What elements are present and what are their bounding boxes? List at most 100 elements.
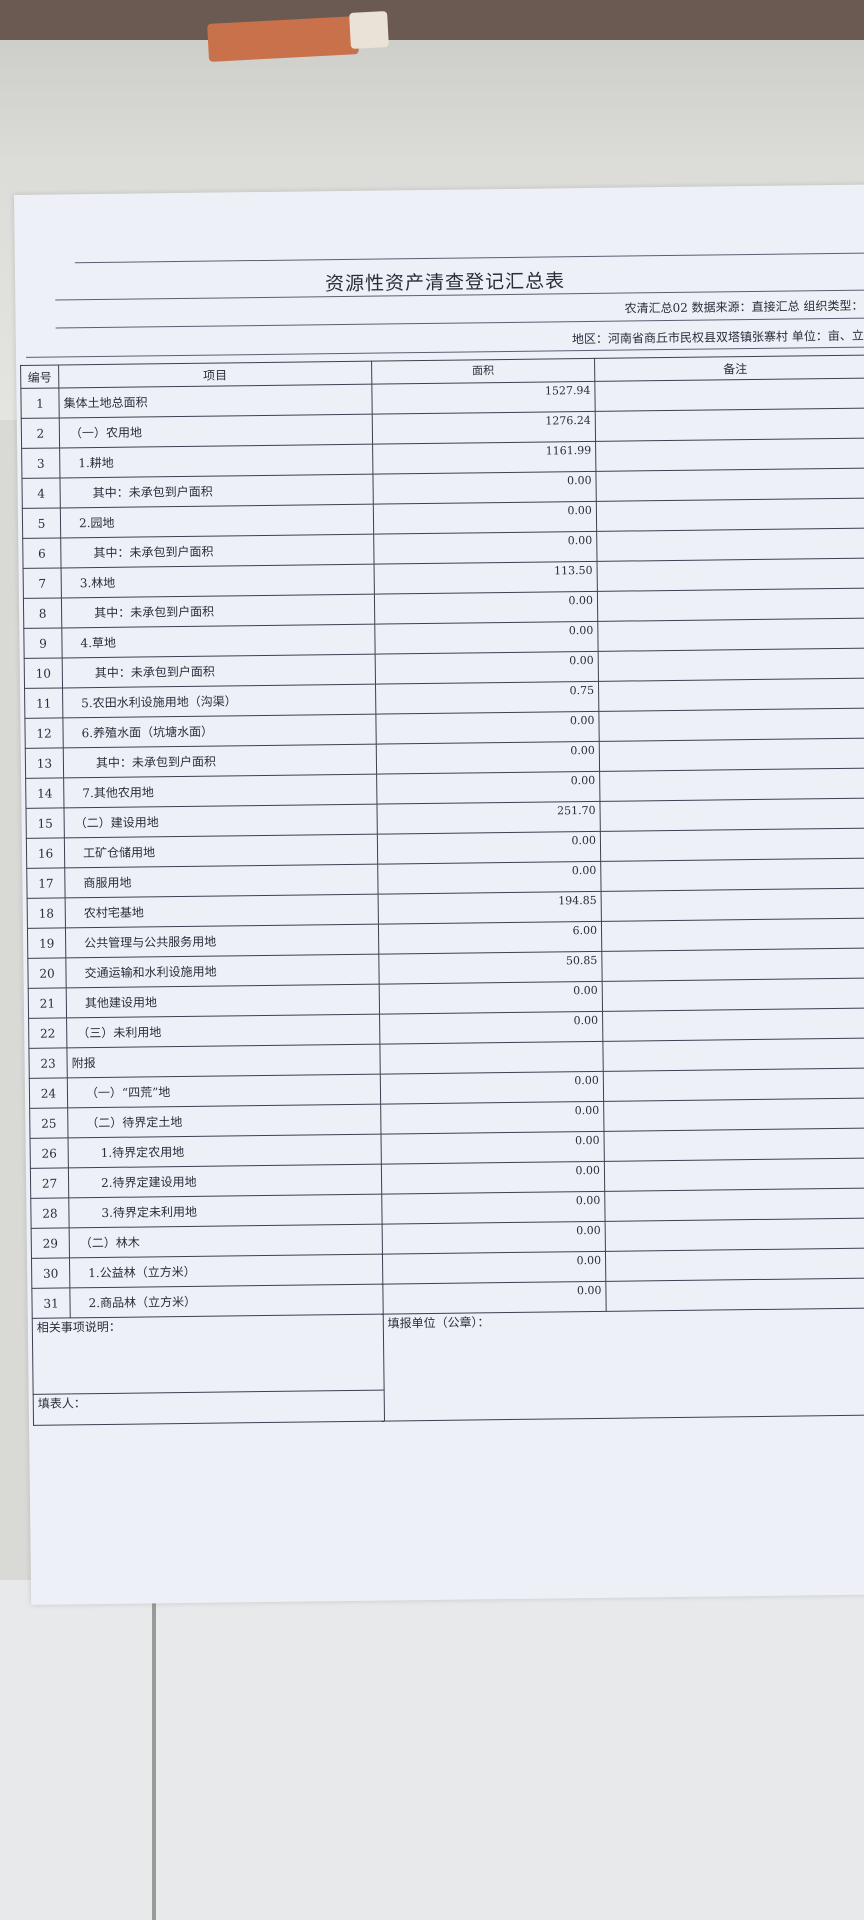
row-area: 0.00 — [377, 831, 601, 865]
row-number: 19 — [27, 927, 66, 959]
row-note — [602, 1007, 864, 1042]
row-note — [597, 617, 864, 652]
row-item: 其他建设用地 — [66, 984, 380, 1018]
row-area: 0.00 — [378, 981, 603, 1015]
row-number: 15 — [25, 807, 65, 839]
row-item: 附报 — [66, 1044, 380, 1078]
filler-label: 填表人： — [37, 1396, 86, 1411]
row-area: 251.70 — [376, 801, 601, 835]
row-note — [597, 587, 864, 622]
row-item: 其中：未承包到户面积 — [63, 744, 377, 778]
row-note — [598, 647, 864, 682]
row-note — [598, 707, 864, 742]
filler-cell: 填表人： — [33, 1390, 385, 1426]
row-number: 9 — [23, 627, 63, 659]
row-item: 其中：未承包到户面积 — [61, 594, 375, 628]
row-note — [604, 1187, 864, 1222]
row-area: 0.00 — [382, 1251, 606, 1285]
row-area: 0.00 — [379, 1011, 603, 1045]
row-note — [605, 1247, 864, 1282]
cigarette — [207, 16, 359, 62]
row-number: 8 — [23, 597, 62, 629]
row-number: 26 — [30, 1137, 69, 1169]
cigarette-ash — [349, 11, 389, 49]
row-number: 17 — [26, 867, 66, 899]
row-area: 0.00 — [375, 741, 600, 775]
row-area: 0.00 — [377, 861, 602, 895]
notes-label: 相关事项说明： — [36, 1319, 121, 1335]
row-note — [594, 377, 864, 412]
row-number: 28 — [30, 1197, 70, 1229]
row-item: 公共管理与公共服务用地 — [65, 924, 379, 958]
row-note — [605, 1277, 864, 1312]
row-area: 0.00 — [381, 1191, 606, 1225]
row-area: 0.00 — [381, 1161, 605, 1195]
row-note — [596, 497, 864, 532]
row-note — [599, 797, 864, 832]
row-number: 6 — [22, 537, 62, 569]
row-note — [600, 857, 864, 892]
row-area: 0.00 — [374, 621, 599, 655]
row-number: 21 — [28, 987, 67, 1019]
row-item: 5.农田水利设施用地（沟渠） — [62, 684, 376, 718]
paper-sheet: 资源性资产清查登记汇总表 农清汇总02 数据来源：直接汇总 组织类型：全 地区：… — [14, 184, 864, 1605]
row-item: 2.待界定建设用地 — [68, 1164, 382, 1198]
row-note — [599, 767, 864, 802]
row-note — [595, 407, 864, 442]
row-item: （二）建设用地 — [64, 804, 378, 838]
row-note — [595, 467, 864, 502]
row-number: 30 — [31, 1257, 70, 1289]
row-item: 2.园地 — [60, 504, 374, 538]
row-item: 6.养殖水面（坑塘水面） — [62, 714, 376, 748]
divider — [55, 317, 864, 329]
summary-table: 编号 项目 面积 备注 1 集体土地总面积 1527.94 2 （一）农用地 1… — [20, 354, 864, 1426]
notes-cell: 相关事项说明： — [32, 1314, 384, 1395]
row-area: 0.00 — [379, 1071, 604, 1105]
row-area: 194.85 — [377, 891, 602, 925]
row-note — [603, 1097, 864, 1132]
floor-tiles — [0, 1580, 864, 1920]
row-note — [597, 557, 864, 592]
row-item: 其中：未承包到户面积 — [62, 654, 376, 688]
row-note — [601, 917, 864, 952]
header-area: 面积 — [371, 358, 595, 385]
row-item: 7.其他农用地 — [63, 774, 377, 808]
row-number: 14 — [25, 777, 65, 809]
row-item: 1.待界定农用地 — [68, 1134, 382, 1168]
row-note — [600, 827, 864, 862]
row-note — [604, 1157, 864, 1192]
row-area: 0.00 — [380, 1101, 604, 1135]
row-note — [602, 977, 864, 1012]
row-number: 29 — [31, 1227, 70, 1259]
row-item: （二）待界定土地 — [67, 1104, 381, 1138]
divider — [74, 252, 864, 264]
row-area: 1276.24 — [371, 411, 596, 445]
header-note: 备注 — [594, 354, 864, 382]
row-number: 10 — [24, 657, 63, 689]
row-note — [602, 1037, 864, 1072]
row-number: 7 — [23, 567, 62, 599]
row-number: 31 — [31, 1287, 71, 1319]
row-number: 22 — [28, 1017, 67, 1049]
row-item: （二）林木 — [69, 1224, 383, 1258]
row-area — [379, 1041, 604, 1075]
row-item: 1.耕地 — [59, 444, 373, 478]
row-number: 25 — [29, 1107, 69, 1139]
row-area: 0.00 — [376, 771, 600, 805]
row-number: 11 — [24, 687, 63, 719]
row-note — [595, 437, 864, 472]
row-area: 0.00 — [373, 501, 597, 535]
row-area: 0.00 — [374, 591, 598, 625]
row-item: 1.公益林（立方米） — [69, 1254, 383, 1288]
row-note — [596, 527, 864, 562]
row-note — [605, 1217, 864, 1252]
row-note — [603, 1067, 864, 1102]
row-area: 0.00 — [373, 531, 598, 565]
row-area: 0.00 — [375, 711, 600, 745]
row-note — [599, 737, 864, 772]
row-item: 农村宅基地 — [65, 894, 379, 928]
row-number: 20 — [27, 957, 67, 989]
row-note — [598, 677, 864, 712]
row-area: 1527.94 — [371, 381, 596, 415]
row-area: 0.00 — [372, 471, 597, 505]
